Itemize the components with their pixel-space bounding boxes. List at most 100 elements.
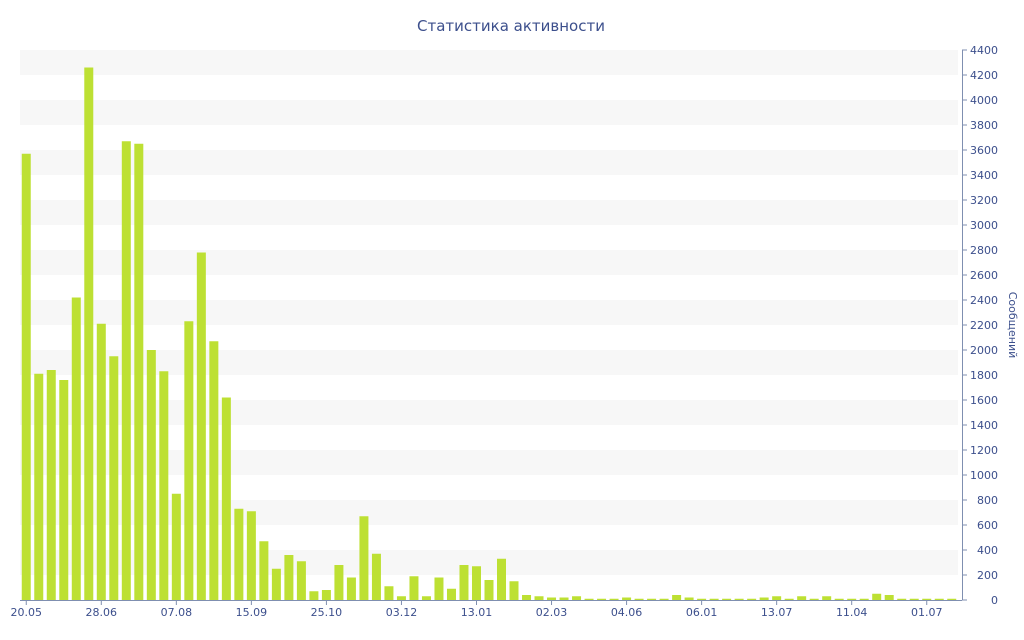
bar[interactable] [46, 370, 56, 600]
bar[interactable] [259, 541, 269, 600]
bar[interactable] [784, 598, 794, 600]
bar[interactable] [96, 323, 106, 600]
bar[interactable] [884, 595, 894, 600]
bar[interactable] [459, 565, 469, 600]
grid-bands [20, 50, 958, 575]
bar[interactable] [21, 153, 31, 600]
bars-group [21, 67, 957, 601]
bar[interactable] [371, 553, 381, 600]
bar[interactable] [471, 566, 481, 600]
y-axis: 0 200 400 600 800 1000 1200 1400 1600 1800 2000 220… [962, 44, 998, 607]
bar[interactable] [922, 598, 932, 600]
bar[interactable] [722, 598, 732, 600]
bar[interactable] [809, 598, 819, 600]
y-tick-label: 3000 [970, 219, 998, 232]
y-tick-label: 800 [977, 494, 998, 507]
bar[interactable] [697, 598, 707, 600]
y-tick-label: 4400 [970, 44, 998, 57]
bar[interactable] [346, 577, 356, 601]
bar[interactable] [872, 593, 882, 600]
bar[interactable] [497, 558, 506, 600]
bar[interactable] [609, 598, 619, 600]
bar[interactable] [734, 598, 744, 600]
bar[interactable] [71, 297, 81, 601]
bar[interactable] [234, 508, 244, 600]
bar[interactable] [934, 598, 944, 600]
bar[interactable] [109, 356, 119, 600]
bar[interactable] [847, 598, 857, 600]
bar[interactable] [334, 565, 344, 600]
bar[interactable] [559, 597, 569, 601]
bar[interactable] [284, 555, 294, 600]
bar[interactable] [709, 598, 719, 600]
bar[interactable] [271, 568, 281, 600]
bar[interactable] [421, 596, 431, 600]
bar[interactable] [446, 588, 456, 600]
bar[interactable] [359, 516, 369, 600]
bar[interactable] [634, 598, 644, 600]
bar[interactable] [84, 67, 94, 601]
bar[interactable] [196, 252, 206, 601]
y-tick-label: 3200 [970, 194, 998, 207]
bar[interactable] [134, 143, 144, 600]
bar[interactable] [321, 590, 331, 600]
y-tick-label: 400 [977, 544, 998, 557]
bar[interactable] [409, 576, 419, 600]
bar[interactable] [384, 586, 394, 600]
bar[interactable] [834, 598, 844, 600]
x-tick-label: 25.10 [311, 606, 343, 619]
bar[interactable] [396, 596, 406, 600]
bar[interactable] [597, 598, 607, 600]
bar[interactable] [822, 596, 832, 600]
bar[interactable] [684, 597, 694, 601]
y-tick-label: 1600 [970, 394, 998, 407]
bar[interactable] [747, 598, 757, 600]
bar[interactable] [547, 597, 557, 601]
bar[interactable] [534, 596, 544, 600]
grid-band [20, 250, 958, 275]
bar[interactable] [434, 577, 444, 601]
x-tick-label: 03.12 [386, 606, 418, 619]
y-tick-label: 2800 [970, 244, 998, 257]
bar[interactable] [584, 598, 594, 600]
bar[interactable] [221, 397, 231, 601]
bar[interactable] [509, 581, 519, 600]
bar[interactable] [759, 597, 769, 601]
bar[interactable] [859, 598, 869, 600]
x-tick-label: 15.09 [236, 606, 268, 619]
bar[interactable] [296, 561, 306, 600]
bar[interactable] [146, 350, 156, 600]
bar[interactable] [121, 141, 131, 600]
bar[interactable] [209, 341, 219, 600]
bar[interactable] [159, 371, 169, 600]
bar[interactable] [246, 511, 256, 600]
bar[interactable] [309, 591, 319, 600]
bar[interactable] [572, 596, 582, 600]
bar[interactable] [947, 598, 957, 600]
x-tick-label: 20.05 [11, 606, 43, 619]
bar[interactable] [672, 595, 682, 600]
bar[interactable] [797, 596, 807, 600]
bar[interactable] [59, 380, 69, 600]
y-tick-label: 200 [977, 569, 998, 582]
bar[interactable] [484, 580, 494, 600]
y-tick-label: 2200 [970, 319, 998, 332]
bar[interactable] [522, 595, 532, 600]
bar[interactable] [647, 598, 657, 600]
bar[interactable] [34, 373, 44, 600]
bar[interactable] [171, 493, 181, 600]
bar[interactable] [897, 598, 907, 600]
chart-title: Статистика активности [417, 17, 605, 35]
y-tick-label: 4000 [970, 94, 998, 107]
bar[interactable] [909, 598, 919, 600]
grid-band [20, 50, 958, 75]
x-axis: 20.05 28.06 07.08 15.09 25.10 03.12 13.01 02.03… [11, 600, 962, 619]
bar[interactable] [659, 598, 669, 600]
bar[interactable] [772, 596, 782, 600]
grid-band [20, 450, 958, 475]
grid-band [20, 200, 958, 225]
x-tick-label: 02.03 [536, 606, 568, 619]
x-tick-label: 06.01 [686, 606, 718, 619]
bar[interactable] [622, 597, 632, 601]
bar[interactable] [184, 321, 194, 600]
